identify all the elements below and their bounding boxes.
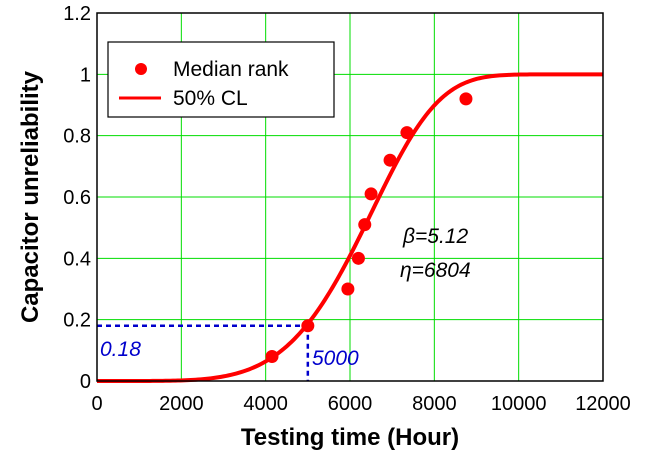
median-rank-point [459,92,473,106]
median-rank-point [400,126,414,140]
y-tick-labels: 0 0.2 0.4 0.6 0.8 1 1.2 [63,3,91,393]
median-rank-points [265,92,473,363]
median-rank-point [351,251,365,265]
plot-frame [96,12,604,382]
beta-annotation: β=5.12 [402,225,468,248]
legend-label-median-rank: Median rank [173,58,289,81]
y-tick-label: 0.2 [63,310,91,332]
median-rank-point [341,282,355,296]
x-tick-label: 12000 [575,393,631,415]
y-tick-label: 0.6 [63,187,91,209]
ref-x-value-label: 5000 [312,347,359,370]
reference-lines [97,324,310,381]
median-rank-point [358,218,372,232]
x-tick-label: 0 [91,393,102,415]
y-axis-title: Capacitor unreliability [17,70,44,323]
x-tick-label: 2000 [159,393,204,415]
median-rank-point [364,187,378,201]
x-axis-title: Testing time (Hour) [241,424,459,451]
legend: Median rank 50% CL [107,41,335,118]
x-tick-labels: 0 2000 4000 6000 8000 10000 12000 [91,393,630,415]
median-rank-point [301,319,315,333]
median-rank-point [265,349,279,363]
ref-y-value-label: 0.18 [100,338,141,361]
x-tick-label: 4000 [243,393,288,415]
y-tick-label: 1 [80,64,91,86]
x-tick-label: 6000 [328,393,373,415]
y-tick-label: 0.4 [63,248,91,270]
y-tick-label: 1.2 [63,3,91,25]
legend-box [107,41,335,118]
y-tick-label: 0.8 [63,126,91,148]
y-tick-label: 0 [80,371,91,393]
legend-label-50-cl: 50% CL [173,87,248,110]
x-tick-label: 8000 [412,393,457,415]
median-rank-point [383,153,397,167]
legend-marker-median-rank [135,63,147,75]
eta-annotation: η=6804 [400,259,471,282]
x-tick-label: 10000 [491,393,547,415]
